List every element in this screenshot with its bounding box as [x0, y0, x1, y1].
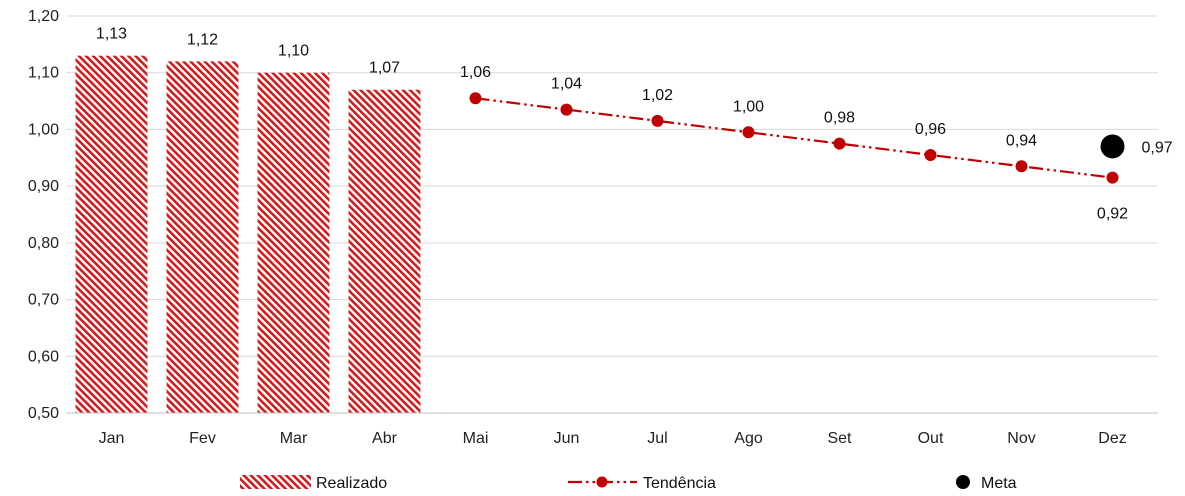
y-tick-label: 1,00 — [28, 121, 59, 138]
x-tick-label: Jan — [99, 430, 125, 447]
data-label-realizado: 1,13 — [96, 26, 127, 43]
data-label-tendencia: 1,04 — [551, 76, 582, 93]
y-tick-label: 0,90 — [28, 178, 59, 195]
data-label-tendencia: 0,92 — [1097, 206, 1128, 223]
legend-swatch-realizado — [240, 475, 311, 489]
bar-realizado-jan — [75, 55, 148, 413]
data-label-realizado: 1,12 — [187, 31, 218, 48]
trend-point-jul — [651, 114, 664, 127]
legend-swatch-meta — [956, 475, 970, 489]
x-tick-label: Ago — [734, 430, 763, 447]
legend-label-realizado: Realizado — [316, 475, 387, 492]
trend-point-dez — [1106, 171, 1119, 184]
legend-label-tendencia: Tendência — [643, 475, 716, 492]
data-label-tendencia: 1,02 — [642, 87, 673, 104]
data-label-realizado: 1,07 — [369, 60, 400, 77]
y-tick-label: 1,20 — [28, 8, 59, 25]
y-tick-label: 0,70 — [28, 292, 59, 309]
trend-point-mai — [469, 92, 482, 105]
trend-point-ago — [742, 126, 755, 139]
trend-point-jun — [560, 103, 573, 116]
data-label-meta: 0,97 — [1142, 139, 1173, 156]
y-tick-label: 0,60 — [28, 348, 59, 365]
x-tick-label: Jul — [647, 430, 667, 447]
x-tick-label: Mar — [280, 430, 308, 447]
bar-realizado-abr — [348, 89, 421, 413]
x-tick-label: Dez — [1098, 430, 1126, 447]
legend-label-meta: Meta — [981, 475, 1017, 492]
y-tick-label: 0,80 — [28, 235, 59, 252]
data-label-tendencia: 1,00 — [733, 98, 764, 115]
x-tick-label: Nov — [1007, 430, 1035, 447]
x-tick-label: Set — [827, 430, 852, 447]
data-label-tendencia: 0,98 — [824, 110, 855, 127]
x-tick-label: Fev — [189, 430, 216, 447]
x-tick-label: Out — [918, 430, 944, 447]
y-tick-label: 0,50 — [28, 405, 59, 422]
data-label-tendencia: 0,96 — [915, 121, 946, 138]
legend-swatch-tendencia-marker — [596, 476, 608, 488]
bar-realizado-fev — [166, 61, 239, 413]
x-tick-label: Abr — [372, 430, 398, 447]
y-tick-label: 1,10 — [28, 65, 59, 82]
x-tick-label: Mai — [463, 430, 489, 447]
trend-point-out — [924, 148, 937, 161]
meta-point-dez — [1100, 134, 1125, 159]
data-label-realizado: 1,10 — [278, 43, 309, 60]
x-tick-label: Jun — [554, 430, 580, 447]
data-label-tendencia: 1,06 — [460, 64, 491, 81]
data-label-tendencia: 0,94 — [1006, 132, 1037, 149]
trend-line — [475, 97, 1113, 179]
trend-point-set — [833, 137, 846, 150]
trend-point-nov — [1015, 160, 1028, 173]
bar-realizado-mar — [257, 72, 330, 413]
